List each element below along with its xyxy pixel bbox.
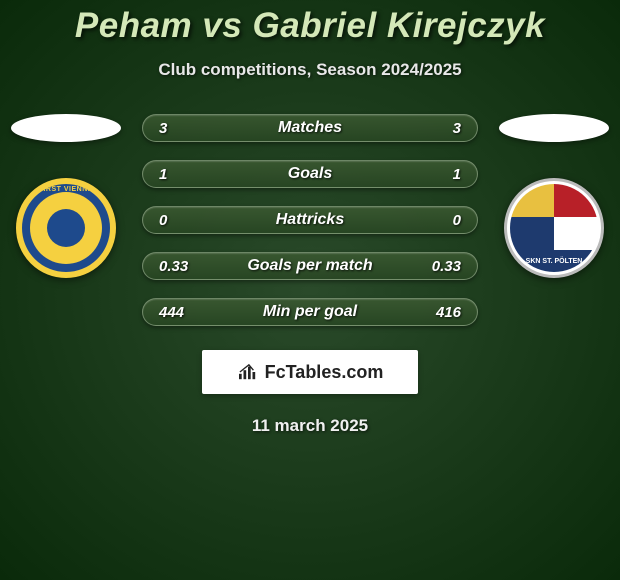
stat-left-value: 3 — [159, 120, 209, 137]
stat-left-value: 0 — [159, 212, 209, 229]
shield-right — [554, 184, 598, 250]
stat-right-value: 1 — [411, 166, 461, 183]
stat-left-value: 1 — [159, 166, 209, 183]
left-side: FIRST VIENNA — [10, 114, 122, 278]
stat-row: 1 Goals 1 — [142, 160, 478, 188]
page-title: Peham vs Gabriel Kirejczyk — [0, 6, 620, 46]
date-text: 11 march 2025 — [0, 416, 620, 436]
stat-label: Matches — [209, 119, 411, 137]
stat-right-value: 416 — [411, 304, 461, 321]
player-photo-placeholder-left — [11, 114, 121, 142]
stat-label: Goals — [209, 165, 411, 183]
stat-right-value: 3 — [411, 120, 461, 137]
stat-row: 0.33 Goals per match 0.33 — [142, 252, 478, 280]
stat-label: Min per goal — [209, 303, 411, 321]
badge-text-right: SKN ST. PÖLTEN — [510, 250, 598, 272]
content-row: FIRST VIENNA 3 Matches 3 1 Goals 1 0 Hat… — [0, 114, 620, 326]
team-badge-left: FIRST VIENNA — [16, 178, 116, 278]
branding-box: FcTables.com — [202, 350, 418, 394]
stats-column: 3 Matches 3 1 Goals 1 0 Hattricks 0 0.33… — [142, 114, 478, 326]
stat-row: 444 Min per goal 416 — [142, 298, 478, 326]
stat-row: 3 Matches 3 — [142, 114, 478, 142]
badge-inner-left — [30, 192, 102, 264]
stat-label: Goals per match — [209, 257, 411, 275]
stat-right-value: 0 — [411, 212, 461, 229]
ball-icon — [47, 209, 85, 247]
page-subtitle: Club competitions, Season 2024/2025 — [0, 60, 620, 80]
chart-icon — [237, 363, 259, 381]
shield-left — [510, 184, 554, 250]
right-side: SKN ST. PÖLTEN — [498, 114, 610, 278]
stat-label: Hattricks — [209, 211, 411, 229]
stat-right-value: 0.33 — [411, 258, 461, 275]
shield-icon — [510, 184, 598, 250]
player-photo-placeholder-right — [499, 114, 609, 142]
stat-left-value: 444 — [159, 304, 209, 321]
team-badge-right: SKN ST. PÖLTEN — [504, 178, 604, 278]
stat-left-value: 0.33 — [159, 258, 209, 275]
brand-text: FcTables.com — [265, 362, 384, 383]
stat-row: 0 Hattricks 0 — [142, 206, 478, 234]
badge-inner-right: SKN ST. PÖLTEN — [510, 184, 598, 272]
comparison-card: Peham vs Gabriel Kirejczyk Club competit… — [0, 0, 620, 436]
